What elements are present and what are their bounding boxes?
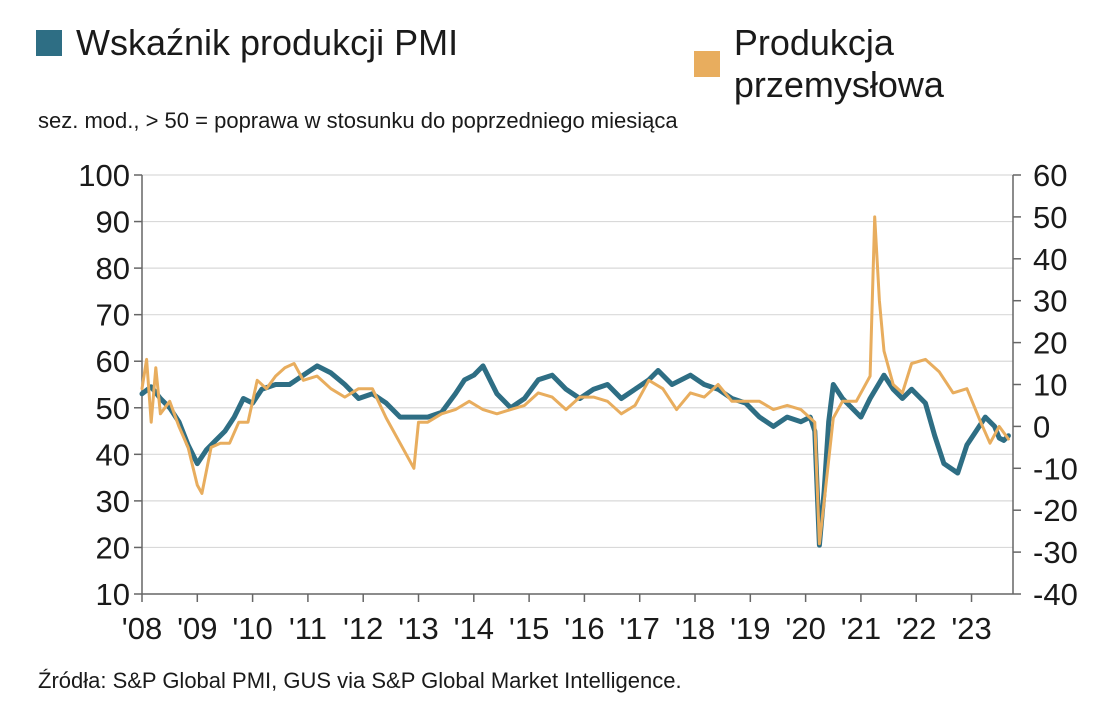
y-right-tick-label: 20: [1033, 326, 1067, 361]
y-left-tick-label: 70: [96, 298, 130, 333]
x-tick-label: '23: [951, 611, 991, 646]
x-tick-label: '15: [509, 611, 549, 646]
y-right-tick-label: -20: [1033, 493, 1078, 528]
series-lines: [139, 215, 1011, 548]
y-right-tick-label: 60: [1033, 158, 1067, 193]
y-left-tick-label: 40: [96, 437, 130, 472]
x-tick-label: '11: [289, 611, 327, 646]
y-left-tick-label: 100: [78, 158, 130, 193]
x-tick-label: '16: [564, 611, 604, 646]
x-tick-label: '18: [675, 611, 715, 646]
x-tick-label: '13: [398, 611, 438, 646]
x-tick-label: '08: [122, 611, 162, 646]
y-right-tick-label: -30: [1033, 535, 1078, 570]
axes: [134, 174, 1021, 602]
legend-label-industrial-production: Produkcja przemysłowa: [733, 22, 944, 105]
x-tick-label: '17: [620, 611, 660, 646]
x-tick-label: '20: [785, 611, 825, 646]
y-right-tick-label: -40: [1033, 577, 1078, 612]
x-tick-label: '12: [343, 611, 383, 646]
tick-labels: 1009080706050403020106050403020100-10-20…: [78, 158, 1078, 646]
x-tick-label: '19: [730, 611, 770, 646]
source-note: Źródła: S&P Global PMI, GUS via S&P Glob…: [38, 668, 682, 693]
y-left-tick-label: 50: [96, 391, 130, 426]
y-left-tick-label: 10: [96, 577, 130, 612]
gridlines: [142, 174, 1013, 549]
y-right-tick-label: -10: [1033, 451, 1078, 486]
x-tick-label: '10: [232, 611, 272, 646]
y-right-tick-label: 10: [1033, 368, 1067, 403]
legend-item-pmi: Wskaźnik produkcji PMI: [36, 22, 458, 64]
legend-item-industrial-production: Produkcja przemysłowa: [694, 22, 1112, 106]
dual-axis-line-chart: 1009080706050403020106050403020100-10-20…: [78, 158, 1078, 646]
y-left-tick-label: 30: [96, 484, 130, 519]
y-right-tick-label: 50: [1033, 200, 1067, 235]
legend-label-pmi: Wskaźnik produkcji PMI: [76, 22, 459, 63]
chart-subtitle: sez. mod., > 50 = poprawa w stosunku do …: [38, 108, 678, 133]
series-line-industrial-production: [140, 215, 1010, 546]
y-left-tick-label: 80: [96, 251, 130, 286]
y-right-tick-label: 0: [1033, 409, 1050, 444]
legend-swatch-pmi: [36, 30, 62, 56]
x-tick-label: '21: [841, 611, 881, 646]
y-right-tick-label: 40: [1033, 242, 1067, 277]
y-left-tick-label: 90: [96, 205, 130, 240]
y-right-tick-label: 30: [1033, 284, 1067, 319]
series-line-pmi: [139, 363, 1011, 548]
y-left-tick-label: 60: [96, 344, 130, 379]
x-tick-label: '14: [454, 611, 494, 646]
x-tick-label: '09: [177, 611, 217, 646]
x-tick-label: '22: [896, 611, 936, 646]
y-left-tick-label: 20: [96, 530, 130, 565]
legend-swatch-industrial-production: [694, 51, 720, 77]
